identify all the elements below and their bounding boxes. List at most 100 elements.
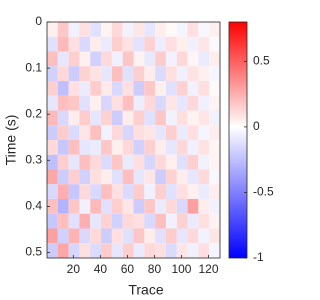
- heatmap-cell: [101, 169, 112, 185]
- heatmap-cell: [133, 199, 145, 214]
- heatmap-cell: [79, 125, 91, 140]
- heatmap-cell: [176, 199, 188, 214]
- x-axis-label: Trace: [128, 282, 163, 298]
- heatmap-cell: [79, 213, 91, 229]
- heatmap-cell: [209, 125, 220, 140]
- heatmap-cell: [122, 169, 134, 185]
- heatmap-cell: [122, 66, 134, 81]
- heatmap-cell: [57, 213, 69, 229]
- heatmap-cell: [155, 184, 166, 199]
- heatmap-cell: [122, 36, 134, 52]
- heatmap-cell: [101, 154, 112, 170]
- heatmap-cell: [57, 184, 69, 199]
- heatmap-cell: [209, 154, 220, 170]
- heatmap-cell: [198, 184, 210, 199]
- heatmap-cell: [101, 110, 112, 126]
- heatmap-cell: [144, 213, 156, 229]
- heatmap-cell: [165, 36, 177, 52]
- heatmap-cell: [176, 184, 188, 199]
- heatmap-cell: [47, 81, 58, 96]
- heatmap-cell: [144, 199, 156, 214]
- heatmap-cell: [57, 95, 69, 111]
- heatmap-cell: [133, 213, 145, 229]
- heatmap-cell: [122, 154, 134, 170]
- heatmap-cell: [90, 22, 102, 37]
- heatmap-cell: [176, 22, 188, 37]
- heatmap-cell: [122, 243, 134, 258]
- heatmap-cell: [209, 95, 220, 111]
- y-axis-label: Time (s): [3, 115, 19, 166]
- heatmap-cell: [111, 95, 123, 111]
- heatmap-cell: [111, 36, 123, 52]
- heatmap-cell: [90, 110, 102, 126]
- chart: Trace Time (s) 20 40 60 80 100 120 0 0.1 0.2 0.3 0…: [3, 14, 274, 298]
- heatmap-cell: [101, 95, 112, 111]
- heatmap-cell: [209, 213, 220, 229]
- heatmap-cell: [90, 169, 102, 185]
- heatmap-cell: [198, 95, 210, 111]
- heatmap-cell: [198, 228, 210, 244]
- heatmap-cell: [47, 228, 58, 244]
- heatmap-cell: [68, 213, 80, 229]
- heatmap-cell: [68, 199, 80, 214]
- heatmap-cell: [90, 81, 102, 96]
- heatmap-cell: [68, 22, 80, 37]
- heatmap-cell: [133, 184, 145, 199]
- heatmap-cell: [57, 154, 69, 170]
- y-tick-label: 0: [35, 14, 42, 28]
- heatmap-cell: [133, 66, 145, 81]
- heatmap-cell: [133, 22, 145, 37]
- heatmap-cell: [187, 184, 199, 199]
- heatmap-cell: [47, 243, 58, 258]
- heatmap-cell: [90, 36, 102, 52]
- heatmap-cell: [68, 66, 80, 81]
- heatmap-cell: [90, 66, 102, 81]
- heatmap-cell: [68, 125, 80, 140]
- heatmap-cell: [144, 110, 156, 126]
- heatmap-cell: [155, 199, 166, 214]
- heatmap-cell: [68, 51, 80, 67]
- heatmap-cell: [101, 184, 112, 199]
- heatmap-cell: [187, 81, 199, 96]
- heatmap-cell: [122, 81, 134, 96]
- heatmap-cell: [187, 154, 199, 170]
- heatmap-cell: [79, 51, 91, 67]
- heatmap-cell: [57, 140, 69, 155]
- heatmap-cell: [79, 228, 91, 244]
- heatmap-cell: [176, 125, 188, 140]
- heatmap-cell: [101, 243, 112, 258]
- heatmap-cell: [133, 228, 145, 244]
- heatmap-cell: [176, 169, 188, 185]
- heatmap-cell: [79, 36, 91, 52]
- heatmap-cell: [187, 140, 199, 155]
- heatmap-cell: [111, 51, 123, 67]
- heatmap-cell: [68, 184, 80, 199]
- heatmap-cell: [90, 125, 102, 140]
- heatmap-cell: [122, 51, 134, 67]
- heatmap-cell: [57, 243, 69, 258]
- heatmap-cell: [198, 81, 210, 96]
- heatmap-cell: [57, 51, 69, 67]
- heatmap-cell: [176, 66, 188, 81]
- colorbar-tick-label: -1: [253, 250, 264, 264]
- heatmap-cell: [165, 199, 177, 214]
- colorbar-tick-label: 0: [253, 119, 260, 133]
- heatmap-cell: [133, 36, 145, 52]
- x-tick-label: 60: [121, 262, 135, 276]
- heatmap-cell: [209, 199, 220, 214]
- heatmap-cell: [90, 228, 102, 244]
- colorbar: [228, 21, 248, 259]
- heatmap-cell: [122, 125, 134, 140]
- heatmap-cell: [165, 51, 177, 67]
- heatmap-cell: [155, 140, 166, 155]
- heatmap-cell: [209, 169, 220, 185]
- heatmap-cell: [165, 154, 177, 170]
- heatmap-cell: [79, 81, 91, 96]
- heatmap-cell: [47, 110, 58, 126]
- heatmap-cell: [176, 36, 188, 52]
- heatmap-cell: [209, 22, 220, 37]
- heatmap-cell: [176, 51, 188, 67]
- heatmap-cell: [111, 125, 123, 140]
- heatmap-cell: [176, 243, 188, 258]
- heatmap-cell: [198, 243, 210, 258]
